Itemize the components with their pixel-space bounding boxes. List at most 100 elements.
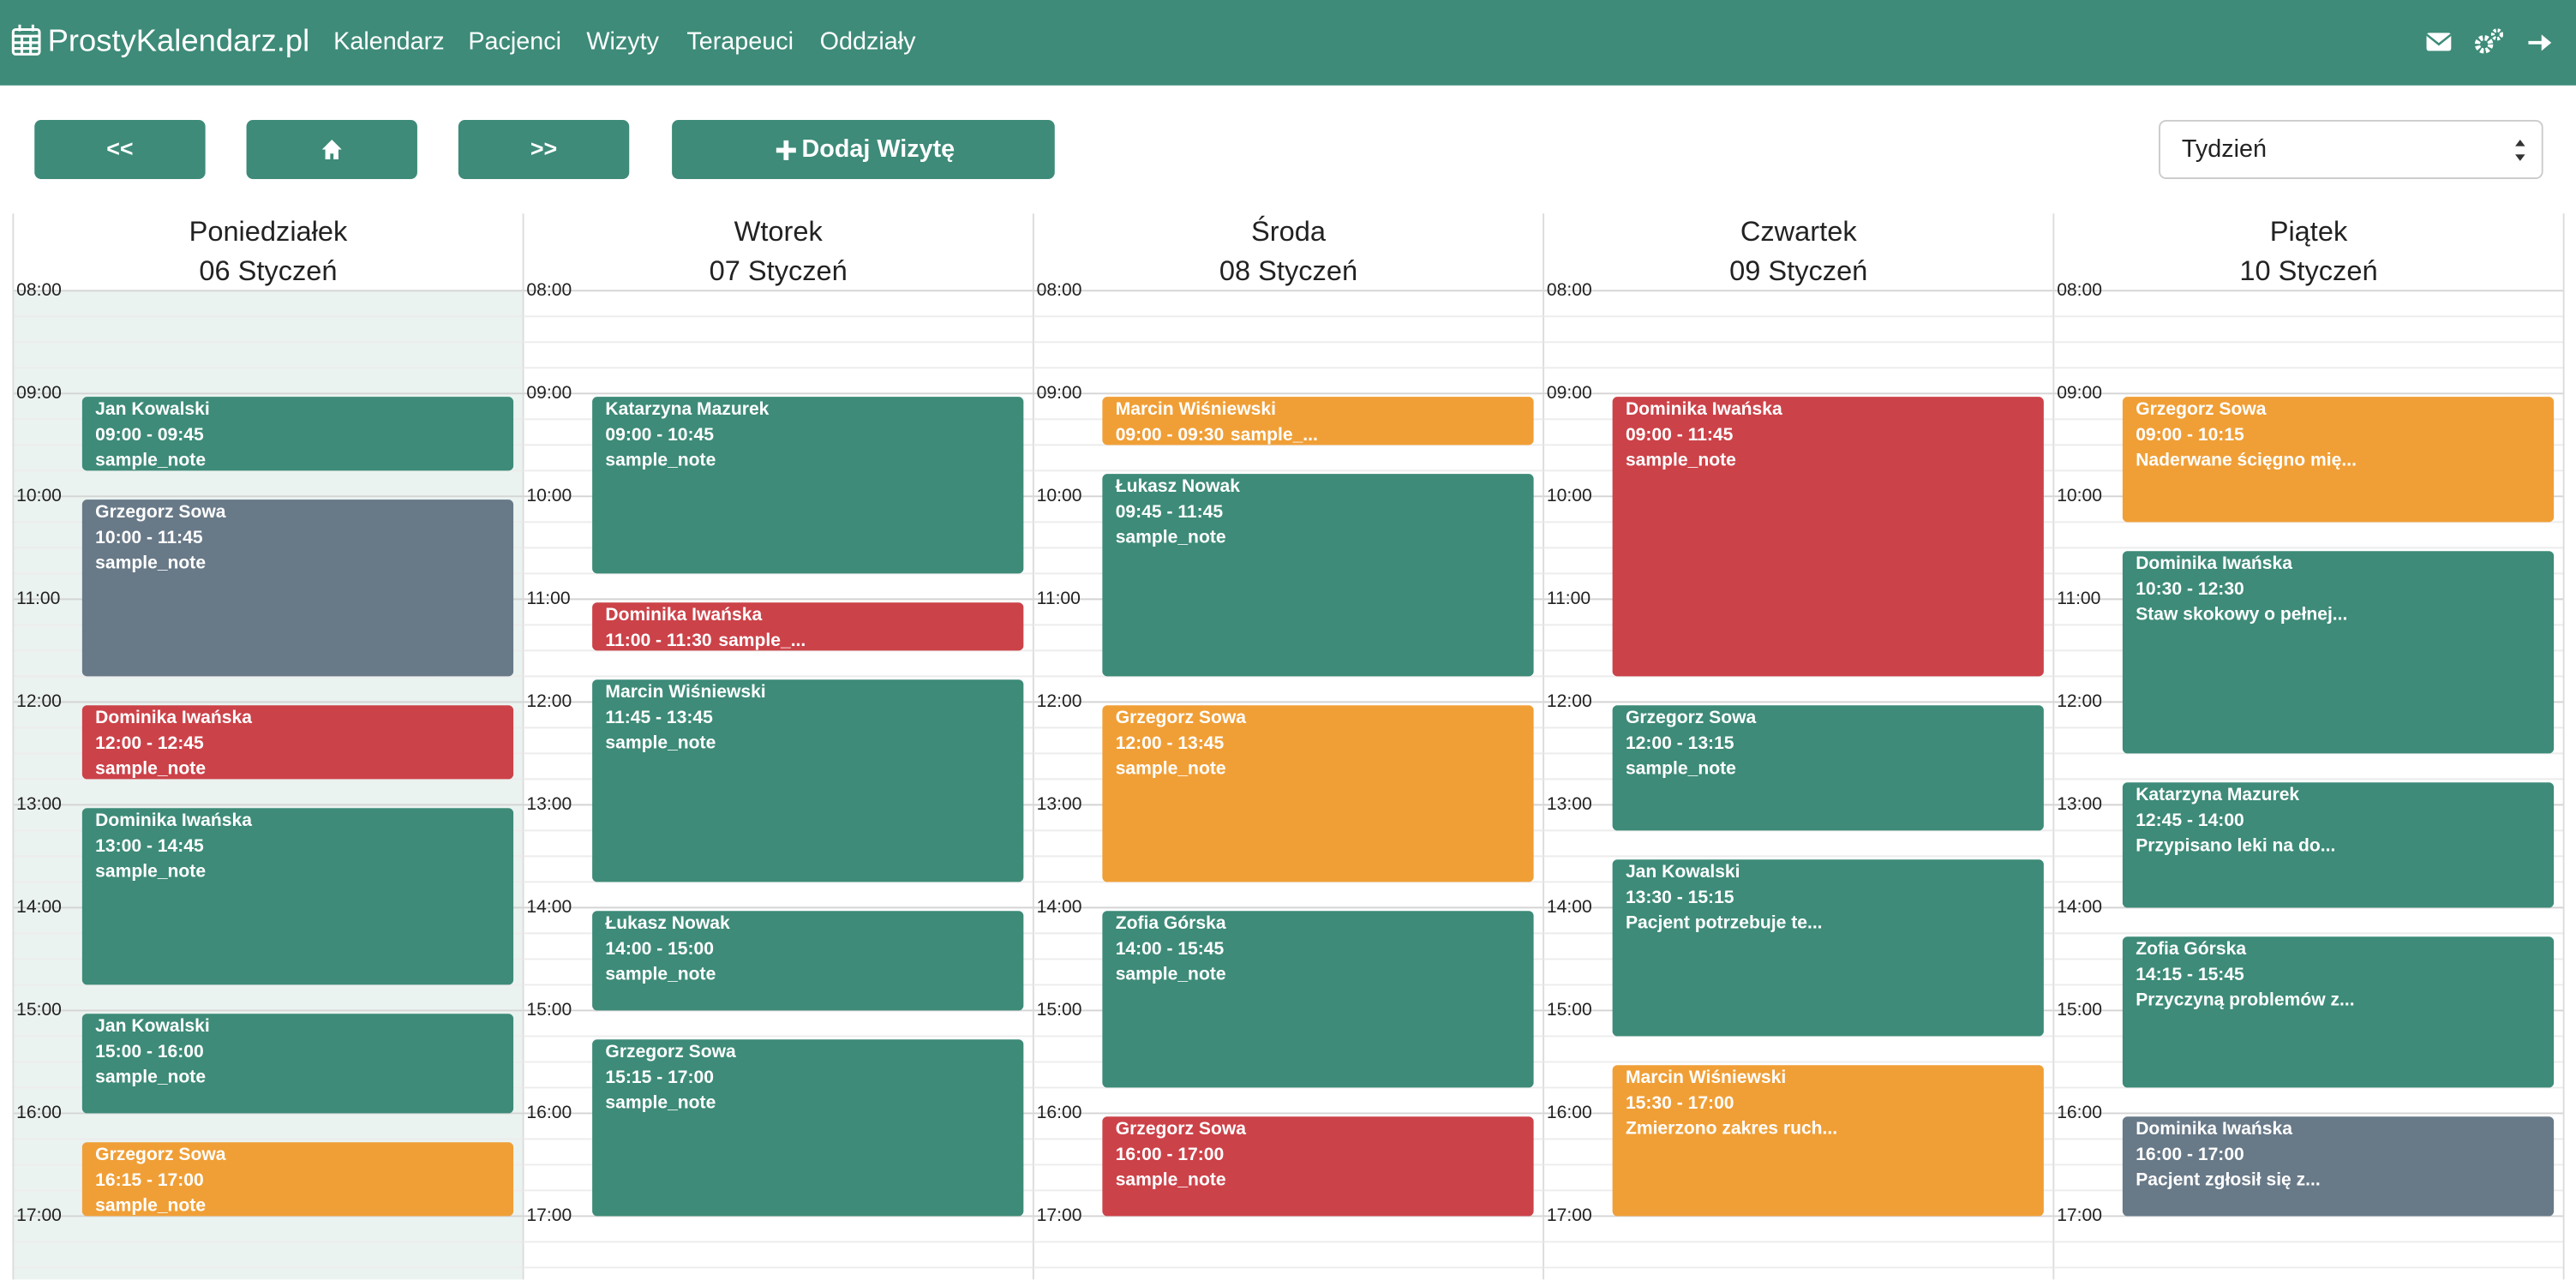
appointment-patient[interactable]: Grzegorz Sowa xyxy=(95,502,226,522)
appointment-box[interactable] xyxy=(81,1014,514,1114)
appointment[interactable]: Katarzyna Mazurek 12:45 - 14:00 Przypisano… xyxy=(2122,782,2555,908)
brand[interactable]: ProstyKalendarz.pl xyxy=(48,22,310,57)
settings-icon[interactable] xyxy=(2474,28,2504,54)
nav-link[interactable]: Wizyty xyxy=(586,27,659,55)
appointment-time[interactable]: 12:00 - 13:15 xyxy=(1626,733,1734,753)
appointment-box[interactable] xyxy=(81,499,514,677)
appointment-patient[interactable]: Dominika Iwańska xyxy=(1626,399,1782,419)
appointment-box[interactable] xyxy=(1612,1065,2044,1217)
appointment[interactable]: Zofia Górska 14:00 - 15:45 sample_note xyxy=(1102,911,1534,1088)
appointment-time[interactable]: 14:15 - 15:45 xyxy=(2136,965,2244,984)
appointment-note[interactable]: sample_note xyxy=(1626,451,1736,470)
mail-icon[interactable] xyxy=(2425,33,2453,51)
appointment-box[interactable] xyxy=(2122,1116,2555,1217)
appointment[interactable]: Jan Kowalski 15:00 - 16:00 sample_note xyxy=(81,1014,514,1114)
appointment[interactable]: Zofia Górska 14:15 - 15:45 Przyczyną probl… xyxy=(2122,936,2555,1088)
appointment-note[interactable]: sample_note xyxy=(1116,965,1226,984)
appointment-patient[interactable]: Łukasz Nowak xyxy=(1116,476,1241,496)
appointment-time[interactable]: 15:00 - 16:00 xyxy=(95,1042,204,1062)
appointment[interactable]: Dominika Iwańska 09:00 - 11:45 sample_note xyxy=(1612,397,2044,677)
appointment-box[interactable] xyxy=(1612,705,2044,831)
appointment-details[interactable]: 11:00 - 11:30 sample_... xyxy=(605,631,806,650)
appointment-time[interactable]: 14:00 - 15:45 xyxy=(1116,939,1225,959)
appointment-box[interactable] xyxy=(1102,911,1534,1088)
nav-link[interactable]: Pacjenci xyxy=(468,27,561,55)
appointment-note[interactable]: sample_... xyxy=(1231,425,1318,445)
appointment-patient[interactable]: Marcin Wiśniewski xyxy=(1626,1068,1786,1087)
appointment-patient[interactable]: Dominika Iwańska xyxy=(605,605,762,625)
appointment[interactable]: Grzegorz Sowa 16:00 - 17:00 sample_note xyxy=(1102,1116,1534,1217)
appointment-box[interactable] xyxy=(1102,397,1534,446)
logout-icon[interactable] xyxy=(2528,34,2552,51)
appointment-time[interactable]: 16:15 - 17:00 xyxy=(95,1170,204,1190)
appointment[interactable]: Dominika Iwańska 10:30 - 12:30 Staw skokow… xyxy=(2122,551,2555,754)
appointment-time[interactable]: 11:00 - 11:30 xyxy=(605,631,711,650)
appointment-box[interactable] xyxy=(2122,551,2555,754)
appointment-box[interactable] xyxy=(1102,474,1534,677)
appointment-note[interactable]: sample_note xyxy=(95,1196,206,1216)
appointment-patient[interactable]: Marcin Wiśniewski xyxy=(605,682,765,702)
appointment[interactable]: Grzegorz Sowa 10:00 - 11:45 sample_note xyxy=(81,499,514,677)
appointment-note[interactable]: sample_note xyxy=(95,451,206,470)
appointment[interactable]: Grzegorz Sowa 09:00 - 10:15 Naderwane ścię… xyxy=(2122,397,2555,523)
appointment-patient[interactable]: Katarzyna Mazurek xyxy=(2136,785,2299,804)
appointment-note[interactable]: Przyczyną problemów z... xyxy=(2136,990,2354,1010)
appointment-patient[interactable]: Grzegorz Sowa xyxy=(1116,1119,1247,1139)
appointment-note[interactable]: sample_note xyxy=(1116,1170,1226,1190)
appointment-box[interactable] xyxy=(1612,397,2044,677)
appointment-time[interactable]: 10:30 - 12:30 xyxy=(2136,579,2244,599)
appointment-box[interactable] xyxy=(592,602,1024,651)
appointment-note[interactable]: sample_... xyxy=(718,631,806,650)
appointment-box[interactable] xyxy=(592,911,1024,1011)
appointment-patient[interactable]: Dominika Iwańska xyxy=(95,810,252,830)
appointment-time[interactable]: 15:15 - 17:00 xyxy=(605,1068,714,1087)
add-visit-label[interactable]: Dodaj Wizytę xyxy=(802,135,956,163)
appointment-time[interactable]: 11:45 - 13:45 xyxy=(605,708,713,727)
appointment-time[interactable]: 12:00 - 13:45 xyxy=(1116,733,1225,753)
add-visit-button[interactable] xyxy=(672,119,1055,179)
appointment-note[interactable]: sample_note xyxy=(605,451,716,470)
appointment-box[interactable] xyxy=(592,679,1024,882)
appointment-patient[interactable]: Jan Kowalski xyxy=(95,399,210,419)
prev-button[interactable] xyxy=(34,119,206,179)
appointment-patient[interactable]: Katarzyna Mazurek xyxy=(605,399,769,419)
appointment-patient[interactable]: Jan Kowalski xyxy=(1626,862,1740,882)
appointment-patient[interactable]: Dominika Iwańska xyxy=(2136,1119,2292,1139)
appointment-note[interactable]: sample_note xyxy=(605,733,716,753)
appointment-box[interactable] xyxy=(1102,705,1534,882)
appointment-patient[interactable]: Zofia Górska xyxy=(1116,913,1226,933)
appointment-box[interactable] xyxy=(81,705,514,780)
appointment-note[interactable]: Naderwane ścięgno mię... xyxy=(2136,451,2357,470)
appointment-time[interactable]: 14:00 - 15:00 xyxy=(605,939,714,959)
appointment-note[interactable]: Pacjent potrzebuje te... xyxy=(1626,913,1823,933)
appointment-note[interactable]: sample_note xyxy=(95,862,206,882)
appointment[interactable]: Dominika Iwańska 16:00 - 17:00 Pacjent zgł… xyxy=(2122,1116,2555,1217)
next-button[interactable] xyxy=(458,119,630,179)
appointment-note[interactable]: sample_note xyxy=(605,1093,716,1113)
appointment-box[interactable] xyxy=(1102,1116,1534,1217)
nav-link[interactable]: Oddziały xyxy=(820,27,916,55)
appointment[interactable]: Łukasz Nowak 09:45 - 11:45 sample_note xyxy=(1102,474,1534,677)
appointment-box[interactable] xyxy=(81,397,514,471)
appointment-patient[interactable]: Grzegorz Sowa xyxy=(2136,399,2267,419)
nav-link[interactable]: Kalendarz xyxy=(333,27,444,55)
appointment[interactable]: Marcin Wiśniewski 09:00 - 09:30 sample_... xyxy=(1102,397,1534,446)
appointment[interactable]: Marcin Wiśniewski 15:30 - 17:00 Zmierzono … xyxy=(1612,1065,2044,1217)
appointment-box[interactable] xyxy=(592,397,1024,574)
appointment-note[interactable]: sample_note xyxy=(1116,759,1226,779)
appointment-time[interactable]: 09:00 - 09:30 xyxy=(1116,425,1225,445)
appointment-note[interactable]: sample_note xyxy=(605,965,716,984)
appointment[interactable]: Jan Kowalski 13:30 - 15:15 Pacjent potrzeb… xyxy=(1612,859,2044,1037)
appointment-time[interactable]: 13:30 - 15:15 xyxy=(1626,888,1734,907)
appointment-patient[interactable]: Marcin Wiśniewski xyxy=(1116,399,1276,419)
appointment-patient[interactable]: Łukasz Nowak xyxy=(605,913,730,933)
appointment-patient[interactable]: Zofia Górska xyxy=(2136,939,2246,959)
appointment-note[interactable]: sample_note xyxy=(1626,759,1736,779)
appointment-time[interactable]: 09:00 - 10:45 xyxy=(605,425,714,445)
appointment-note[interactable]: sample_note xyxy=(95,553,206,573)
appointment-patient[interactable]: Dominika Iwańska xyxy=(2136,553,2292,573)
appointment-patient[interactable]: Jan Kowalski xyxy=(95,1016,210,1036)
appointment-note[interactable]: sample_note xyxy=(1116,528,1226,547)
appointment-patient[interactable]: Grzegorz Sowa xyxy=(95,1145,226,1164)
appointment[interactable]: Jan Kowalski 09:00 - 09:45 sample_note xyxy=(81,397,514,471)
